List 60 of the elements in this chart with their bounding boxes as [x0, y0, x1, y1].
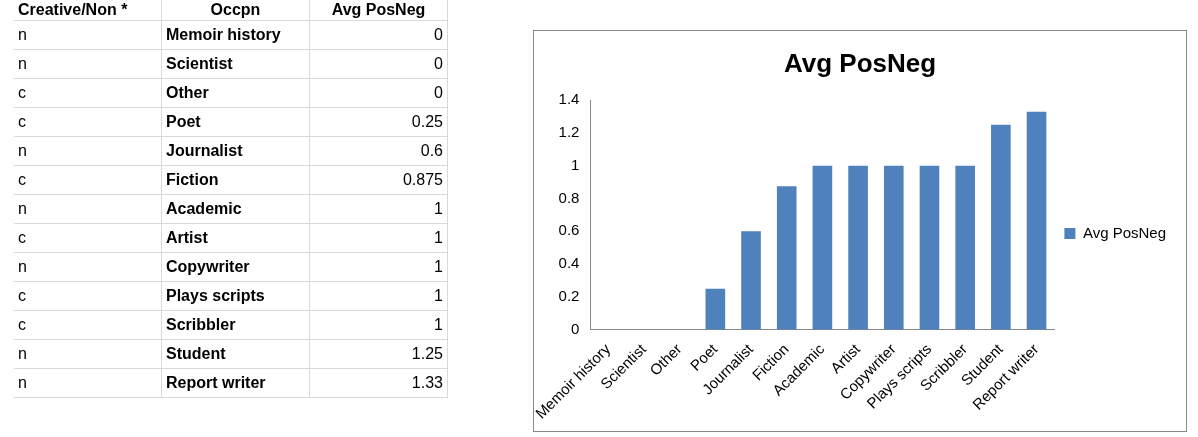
chart-title: Avg PosNeg	[783, 47, 937, 78]
bar	[812, 165, 833, 330]
text: Copywriter	[162, 253, 310, 282]
text: c	[14, 166, 162, 195]
legend-label: Avg PosNeg	[1082, 223, 1166, 241]
text: 1	[310, 253, 448, 282]
text: 0	[310, 79, 448, 108]
text: Academic	[162, 195, 310, 224]
text: Fiction	[162, 166, 310, 195]
text: n	[14, 340, 162, 369]
text: 1	[310, 282, 448, 311]
bar	[991, 124, 1011, 330]
bar	[705, 288, 726, 330]
text: 0.25	[310, 108, 448, 137]
y-tick-label: 0.4	[558, 254, 580, 272]
y-tick-label: 0.2	[558, 287, 580, 305]
text: Scribbler	[162, 311, 310, 340]
text: 0	[310, 21, 448, 50]
text: 1.25	[310, 340, 448, 369]
text: 1	[310, 195, 448, 224]
text: Artist	[162, 224, 310, 253]
text: Occpn	[162, 0, 310, 21]
bar	[848, 165, 868, 330]
text: 0.6	[310, 137, 448, 166]
text: n	[14, 253, 162, 282]
text: Plays scripts	[162, 282, 310, 311]
bar	[919, 165, 940, 330]
text: 1	[310, 311, 448, 340]
text: 1.33	[310, 369, 448, 398]
text: 0.875	[310, 166, 448, 195]
text: c	[14, 108, 162, 137]
y-tick-label: 0.8	[558, 188, 580, 206]
text: 1	[310, 224, 448, 253]
text: c	[14, 79, 162, 108]
y-tick-label: 1.4	[558, 90, 580, 108]
text: c	[14, 311, 162, 340]
text: n	[14, 21, 162, 50]
text: Scientist	[162, 50, 310, 79]
text: Memoir history	[162, 21, 310, 50]
text: n	[14, 195, 162, 224]
y-tick-label: 1.2	[558, 123, 580, 141]
text: c	[14, 282, 162, 311]
bar	[1026, 111, 1047, 330]
bar	[776, 186, 797, 330]
text: Avg PosNeg	[310, 0, 448, 21]
text: c	[14, 224, 162, 253]
text: Journalist	[162, 137, 310, 166]
y-tick-label: 0	[571, 319, 580, 337]
text: Poet	[162, 108, 310, 137]
y-tick-label: 1	[571, 155, 580, 173]
text: n	[14, 369, 162, 398]
text: Other	[162, 79, 310, 108]
y-tick-label: 0.6	[558, 221, 580, 239]
text: n	[14, 137, 162, 166]
text: n	[14, 50, 162, 79]
text: 0	[310, 50, 448, 79]
text: Creative/Non *	[14, 0, 162, 21]
bar	[955, 165, 975, 330]
bar	[883, 165, 904, 330]
bar	[741, 231, 761, 330]
